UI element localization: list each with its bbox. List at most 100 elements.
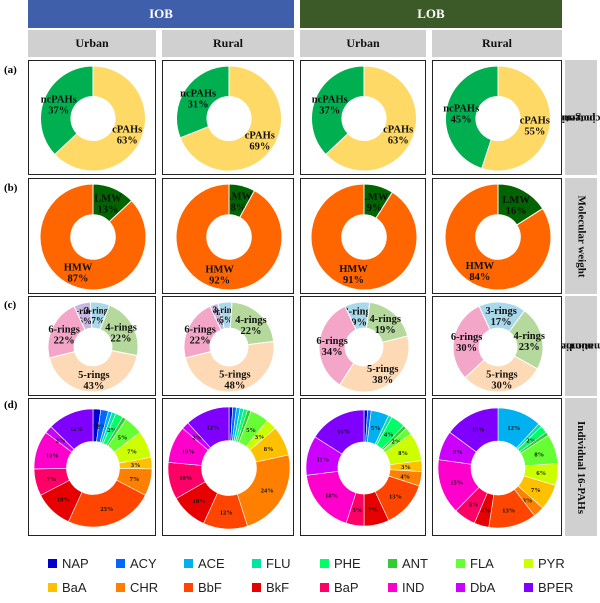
- row-label-c: (c): [4, 299, 17, 311]
- slice-label-cpahs: 69%: [249, 141, 270, 152]
- slice-name-ncpahs: ncPAHs: [41, 95, 77, 106]
- slice-label-dba: 2%: [56, 438, 66, 445]
- legend-item-fla: FLA: [456, 556, 494, 571]
- legend-label: FLU: [266, 556, 291, 571]
- slice-label-phe: 2%: [526, 437, 536, 444]
- legend-label: ACE: [198, 556, 225, 571]
- legend-swatch: [48, 583, 57, 592]
- slice-label-ind: 15%: [450, 479, 463, 486]
- slice-label-4-rings: 22%: [240, 326, 261, 337]
- slice-name-5-rings: 5-rings: [219, 369, 251, 380]
- iob-rural-subheader: Rural: [162, 30, 294, 57]
- slice-label-5-rings: 38%: [372, 375, 393, 386]
- legend-swatch: [252, 559, 261, 568]
- slice-label-hmw: 87%: [68, 274, 89, 285]
- legend-swatch: [48, 559, 57, 568]
- slice-name-5-rings: 5-rings: [486, 370, 518, 381]
- slice-label-ncpahs: 37%: [48, 106, 69, 117]
- legend-item-bper: BPER: [524, 580, 573, 595]
- slice-label-ind: 10%: [182, 448, 195, 455]
- slice-label-acy: 2%: [97, 424, 107, 431]
- slice-label-baa: 3%: [401, 464, 411, 471]
- legend-label: FLA: [470, 556, 494, 571]
- legend-item-flu: FLU: [252, 556, 291, 571]
- slice-label-cpahs: 55%: [524, 126, 545, 137]
- slice-bbf: [68, 479, 146, 528]
- slice-name-hmw: HMW: [339, 264, 368, 275]
- slice-name-ncpahs: ncPAHs: [312, 95, 348, 106]
- slice-label-chr: 24%: [261, 488, 274, 495]
- legend-label: BaP: [334, 580, 359, 595]
- slice-name-lmw: LMW: [361, 192, 389, 203]
- legend-item-phe: PHE: [320, 556, 361, 571]
- slice-label-4-rings: 23%: [519, 342, 540, 353]
- slice-label-6-rings: 22%: [54, 335, 75, 346]
- slice-label-fla: 5%: [246, 427, 256, 434]
- slice-label-phe: 2%: [107, 427, 117, 434]
- slice-label-ncpahs: 45%: [451, 115, 472, 126]
- slice-label-fla: 8%: [534, 452, 544, 459]
- slice-label-bap: 7%: [47, 476, 57, 483]
- slice-cpahs: [179, 65, 282, 172]
- donut-panel-iob-rural-a: cPAHs 69% ncPAHs 31%: [162, 60, 294, 175]
- slice-label-5-rings: 30%: [491, 381, 512, 392]
- legend-swatch: [524, 559, 533, 568]
- slice-label-baa: 7%: [531, 487, 541, 494]
- slice-name-6-rings: 6-rings: [316, 336, 348, 347]
- slice-label-lmw: 16%: [506, 206, 527, 217]
- legend-swatch: [388, 559, 397, 568]
- slice-hmw: [310, 183, 418, 291]
- slice-name-3-rings: 3-rings: [213, 305, 240, 315]
- slice-name-4-rings: 4-rings: [369, 314, 401, 325]
- slice-name-3-rings: 3-rings: [85, 305, 112, 315]
- legend-swatch: [116, 559, 125, 568]
- slice-5-rings: [339, 335, 410, 393]
- donut-panel-lob-urban-d: 5% 4% 2% 8% 3% 4% 13% 7% 5% 18% 11% 16%: [300, 398, 426, 536]
- legend-swatch: [252, 583, 261, 592]
- slice-label-ind: 10%: [46, 452, 59, 459]
- slice-label-2-rings: 3%: [212, 317, 226, 327]
- slice-cpahs: [325, 65, 417, 172]
- slice-label-bper: 12%: [207, 424, 220, 431]
- donut-panel-lob-rural-d: 12% 2% 8% 6% 7% 3% 13% 4% 6% 15% 8% 15%: [432, 398, 562, 536]
- legend-swatch: [456, 583, 465, 592]
- slice-label-cpahs: 63%: [388, 135, 409, 146]
- legend-label: CHR: [130, 580, 159, 595]
- slice-label-baa: 8%: [264, 446, 274, 453]
- slice-name-hmw: HMW: [205, 264, 234, 275]
- donut-panel-iob-urban-c: 2-rings 6% 3-rings 7% 4-rings 22% 5-rings 43% 6-…: [28, 296, 156, 396]
- slice-label-lmw: 8%: [230, 203, 246, 214]
- slice-label-chr: 3%: [523, 497, 533, 504]
- slice-name-2-rings: 2-rings: [72, 306, 99, 316]
- slice-label-bkf: 10%: [193, 498, 206, 505]
- slice-bper: [314, 409, 365, 455]
- lob-urban-subheader: Urban: [300, 30, 426, 57]
- slice-name-3-rings: 3-rings: [343, 306, 375, 317]
- legend-item-bap: BaP: [320, 580, 359, 595]
- slice-label-3-rings: 9%: [351, 317, 367, 328]
- slice-label-bbf: 13%: [502, 508, 515, 515]
- legend-label: IND: [402, 580, 425, 595]
- legend-swatch: [388, 583, 397, 592]
- slice-label-bkf: 7%: [368, 507, 378, 514]
- slice-label-6-rings: 22%: [190, 335, 211, 346]
- side-label-carcinogenic: Carcinogenicpotential: [554, 60, 600, 175]
- slice-label-bap: 10%: [179, 475, 192, 482]
- slice-label-4-rings: 22%: [111, 334, 132, 345]
- legend-item-ind: IND: [388, 580, 424, 595]
- slice-name-3-rings: 3-rings: [485, 306, 517, 317]
- slice-label-3-rings: 5%: [219, 315, 233, 325]
- slice-label-pyr: 3%: [255, 434, 265, 441]
- slice-label-baa: 3%: [131, 462, 141, 469]
- slice-hmw: [175, 183, 283, 291]
- slice-name-4-rings: 4-rings: [235, 315, 267, 326]
- slice-label-bkf: 10%: [57, 496, 70, 503]
- slice-label-pyr: 7%: [127, 448, 137, 455]
- lob-rural-subheader: Rural: [432, 30, 562, 57]
- legend-label: BbF: [198, 580, 222, 595]
- slice-name-ncpahs: ncPAHs: [443, 104, 479, 115]
- slice-label-bper: 12%: [70, 426, 83, 433]
- slice-name-5-rings: 5-rings: [78, 370, 110, 381]
- slice-label-bbf: 23%: [100, 506, 113, 513]
- legend-label: BkF: [266, 580, 290, 595]
